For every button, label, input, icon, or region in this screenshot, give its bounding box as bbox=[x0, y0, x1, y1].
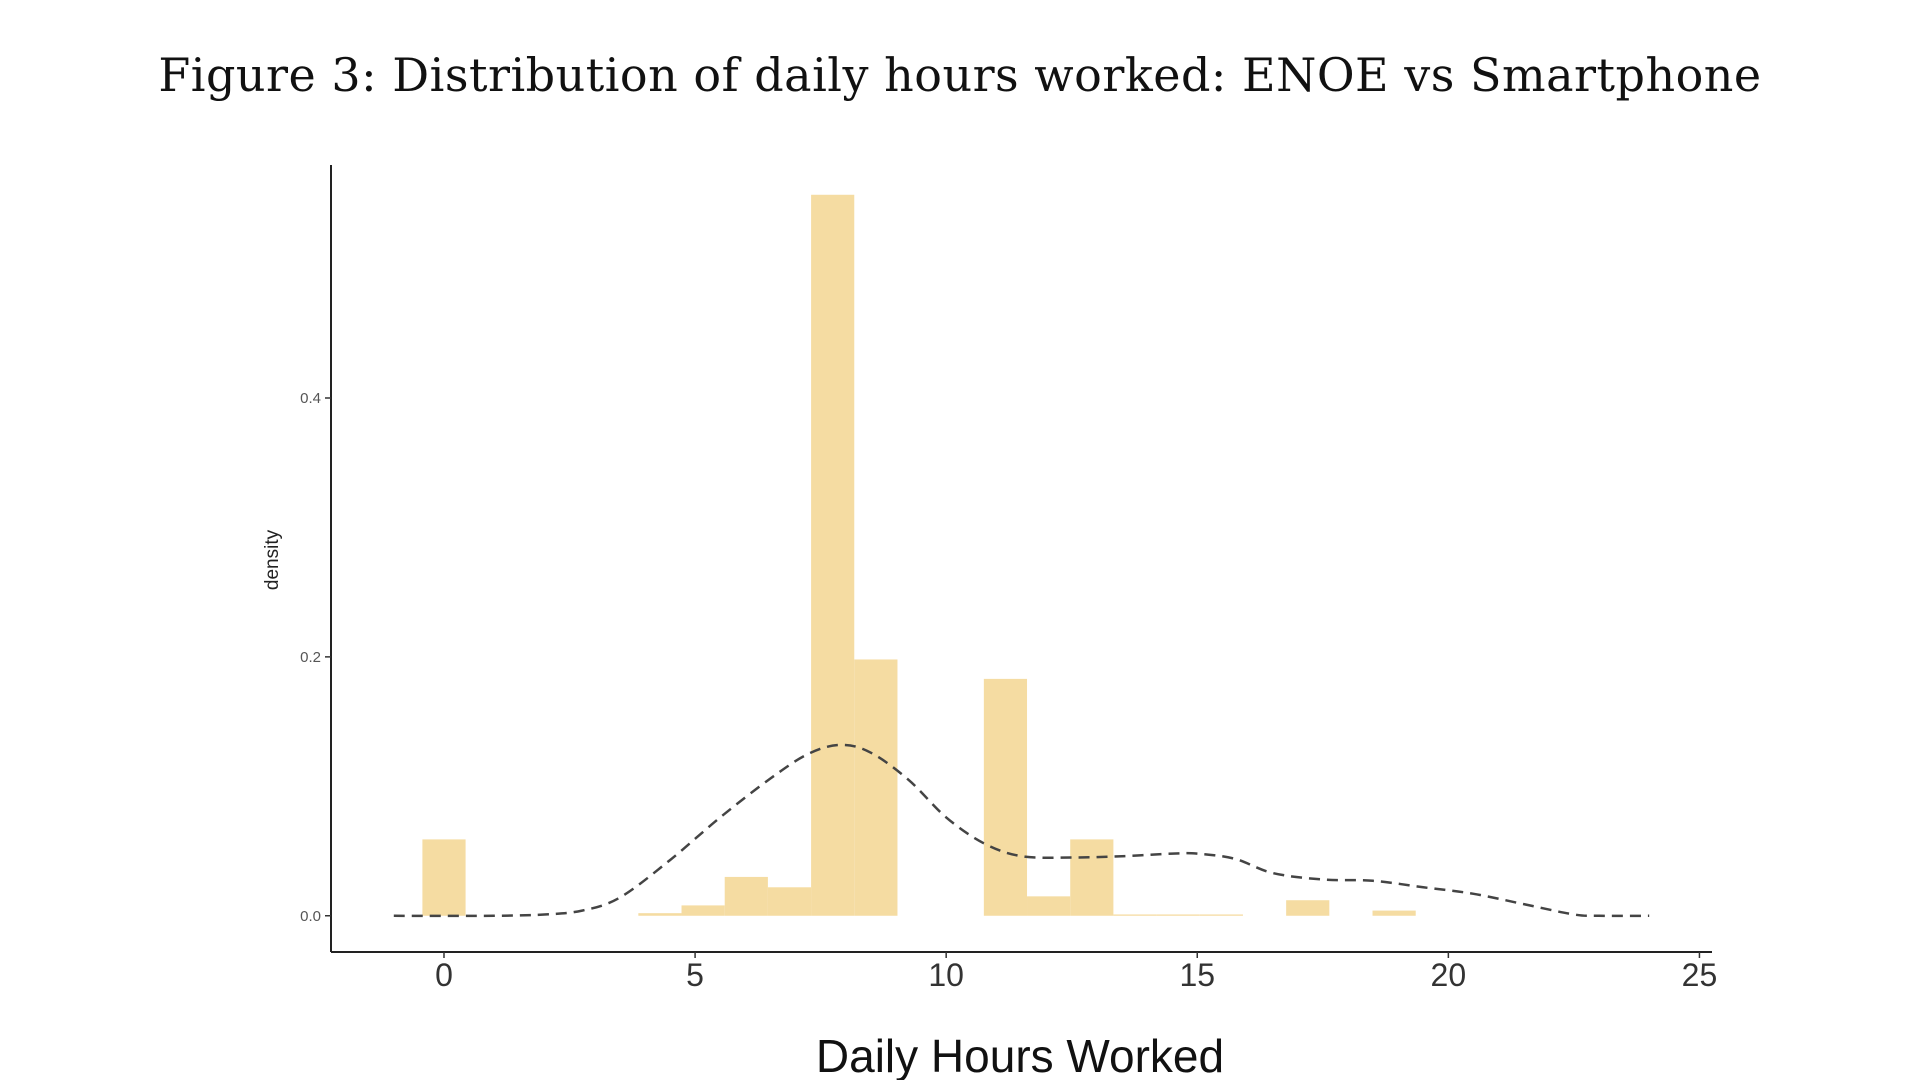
x-tick-label: 15 bbox=[1179, 957, 1215, 993]
x-tick-label: 20 bbox=[1431, 957, 1467, 993]
histogram-bar bbox=[1286, 900, 1330, 916]
figure-title: Figure 3: Distribution of daily hours wo… bbox=[158, 48, 1762, 102]
y-tick-label: 0.4 bbox=[300, 390, 321, 407]
histogram-bar bbox=[811, 194, 855, 916]
histogram-bar bbox=[854, 659, 898, 916]
histogram-bar bbox=[1199, 914, 1243, 916]
y-axis-label: density bbox=[262, 529, 283, 590]
x-tick-label: 10 bbox=[928, 957, 964, 993]
y-tick-label: 0.2 bbox=[300, 649, 321, 666]
x-tick-label: 5 bbox=[686, 957, 704, 993]
histogram-bar bbox=[1372, 910, 1416, 916]
y-ticks: 0.0 0.2 0.4 bbox=[300, 390, 331, 925]
histogram-bar bbox=[1027, 896, 1071, 916]
histogram-bar bbox=[724, 876, 768, 916]
histogram-bar bbox=[422, 839, 466, 916]
histogram-bar bbox=[1113, 914, 1157, 916]
x-tick-label: 25 bbox=[1682, 957, 1718, 993]
histogram-bar bbox=[638, 913, 682, 916]
histogram-bar bbox=[767, 887, 812, 916]
x-axis-label: Daily Hours Worked bbox=[816, 1030, 1224, 1080]
y-tick-label: 0.0 bbox=[300, 908, 321, 925]
histogram-bars bbox=[422, 194, 1416, 916]
histogram-bar bbox=[681, 905, 725, 916]
x-ticks: 0 5 10 15 20 25 bbox=[435, 952, 1717, 993]
x-tick-label: 0 bbox=[435, 957, 453, 993]
histogram-bar bbox=[1070, 839, 1114, 916]
axes bbox=[330, 165, 1712, 953]
histogram-bar bbox=[983, 678, 1028, 916]
histogram-bar bbox=[1156, 914, 1200, 916]
density-curve bbox=[393, 743, 1650, 918]
